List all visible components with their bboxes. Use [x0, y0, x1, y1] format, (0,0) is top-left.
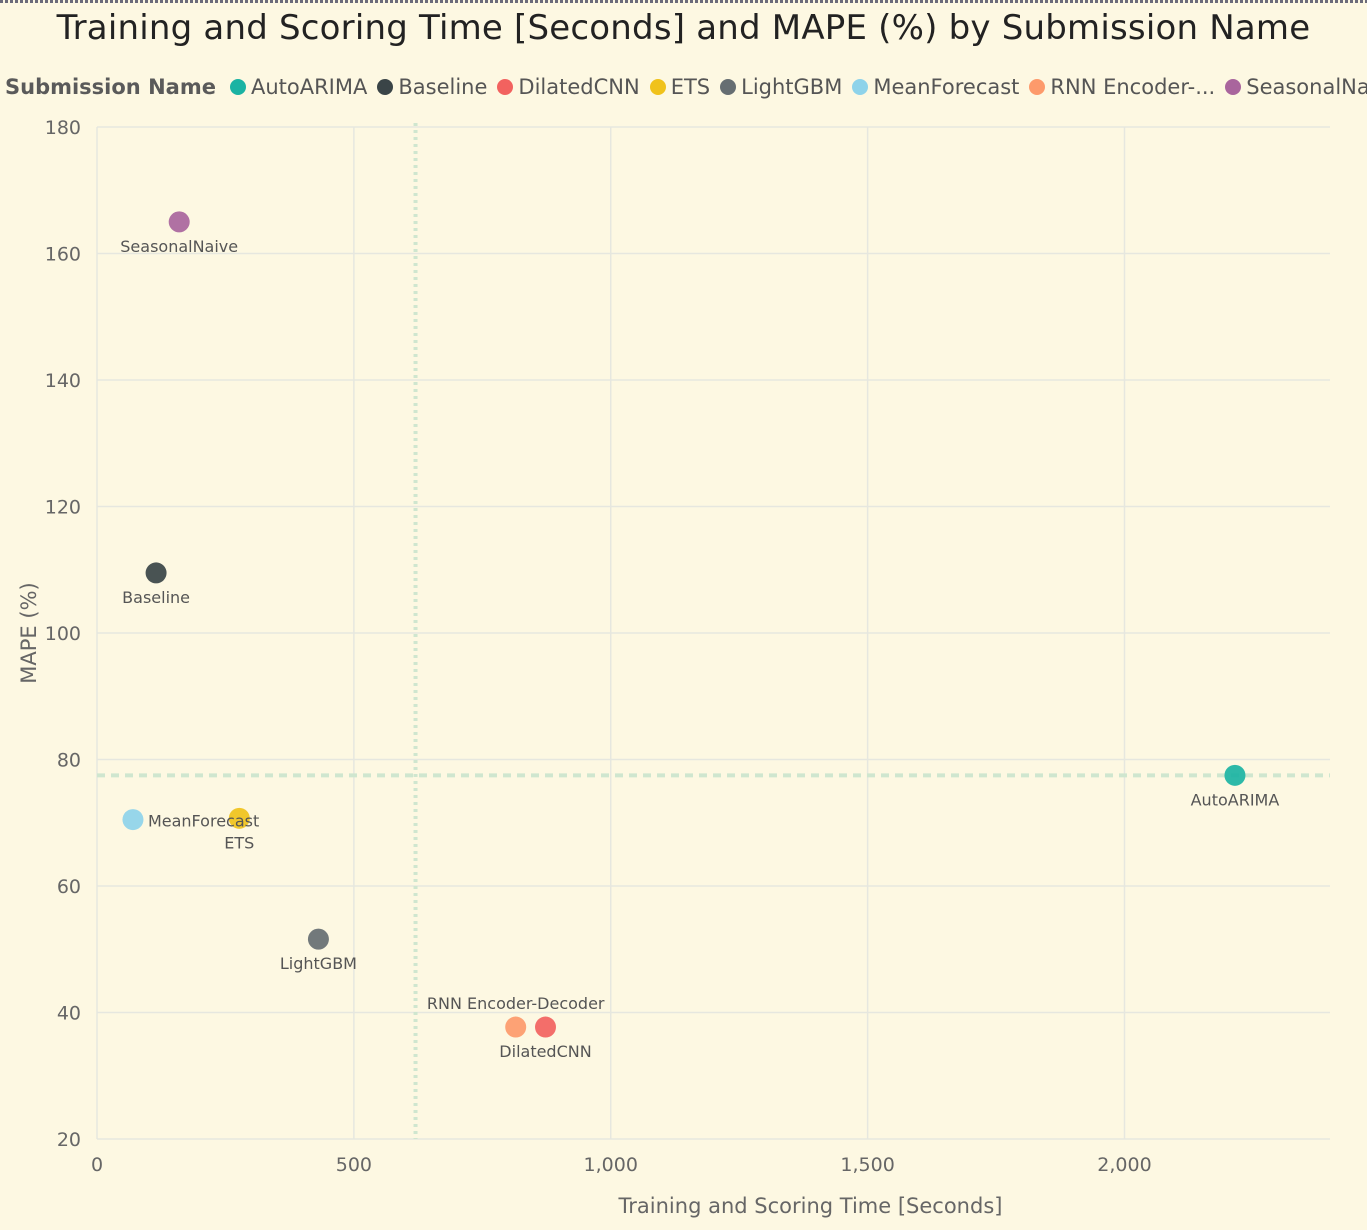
legend-swatch [720, 79, 737, 95]
data-label: MeanForecast [148, 812, 259, 831]
data-point-baseline [145, 562, 167, 584]
legend-label: LightGBM [741, 75, 843, 99]
data-point-seasonalnaive [168, 211, 190, 233]
legend-item[interactable]: RNN Encoder-... [1029, 75, 1215, 99]
legend-swatch [1225, 79, 1242, 95]
legend-swatch [1029, 79, 1046, 95]
legend-label: DilatedCNN [518, 75, 640, 99]
legend-item[interactable]: AutoARIMA [229, 75, 368, 99]
x-tick-label: 500 [336, 1154, 372, 1176]
legend-swatch [229, 79, 246, 95]
data-label: ETS [224, 833, 254, 852]
data-label: DilatedCNN [499, 1042, 591, 1061]
legend-label: RNN Encoder-... [1050, 75, 1216, 99]
legend-item[interactable]: MeanForecast [852, 75, 1019, 99]
legend-swatch [852, 79, 869, 95]
data-label: Baseline [122, 588, 190, 607]
data-point-dilatedcnn [535, 1016, 557, 1038]
data-point-autoarima [1224, 764, 1246, 786]
x-tick-label: 2,000 [1097, 1154, 1151, 1176]
y-tick-label: 80 [57, 750, 81, 772]
legend-item[interactable]: SeasonalNaive [1225, 75, 1367, 99]
data-point-rnn-encoder-decoder [505, 1016, 527, 1038]
data-label: AutoARIMA [1191, 790, 1280, 809]
y-tick-label: 60 [57, 876, 81, 898]
y-tick-label: 120 [45, 497, 81, 519]
x-tick-label: 1,500 [840, 1154, 894, 1176]
x-tick-label: 1,000 [584, 1154, 638, 1176]
x-tick-label: 0 [91, 1154, 103, 1176]
y-tick-label: 40 [57, 1003, 81, 1025]
legend-item[interactable]: LightGBM [720, 75, 842, 99]
legend-label: MeanForecast [873, 75, 1020, 99]
data-point-lightgbm [307, 928, 329, 950]
top-border [0, 0, 1367, 3]
y-tick-label: 180 [45, 117, 81, 139]
legend: Submission Name AutoARIMA Baseline Dilated… [5, 72, 1367, 102]
y-tick-label: 100 [45, 623, 81, 645]
y-tick-label: 20 [57, 1129, 81, 1151]
legend-item[interactable]: ETS [649, 75, 711, 99]
legend-label: Baseline [398, 75, 488, 99]
data-point-meanforecast [122, 809, 144, 831]
data-label: LightGBM [280, 954, 357, 973]
data-point-ets [228, 807, 250, 829]
x-axis-title: Training and Scoring Time [Seconds] [618, 1194, 1003, 1218]
legend-title: Submission Name [5, 75, 216, 99]
legend-item[interactable]: DilatedCNN [497, 75, 640, 99]
data-label: SeasonalNaive [120, 237, 238, 256]
legend-label: AutoARIMA [250, 75, 368, 99]
y-axis-title: MAPE (%) [17, 582, 41, 683]
legend-swatch [649, 79, 666, 95]
legend-swatch [377, 79, 394, 95]
data-label: RNN Encoder-Decoder [427, 994, 605, 1013]
y-tick-label: 160 [45, 244, 81, 266]
legend-label: SeasonalNaive [1246, 75, 1367, 99]
chart-title: Training and Scoring Time [Seconds] and … [56, 8, 1311, 48]
legend-label: ETS [670, 75, 711, 99]
legend-swatch [497, 79, 514, 95]
legend-item[interactable]: Baseline [377, 75, 487, 99]
y-tick-label: 140 [45, 370, 81, 392]
